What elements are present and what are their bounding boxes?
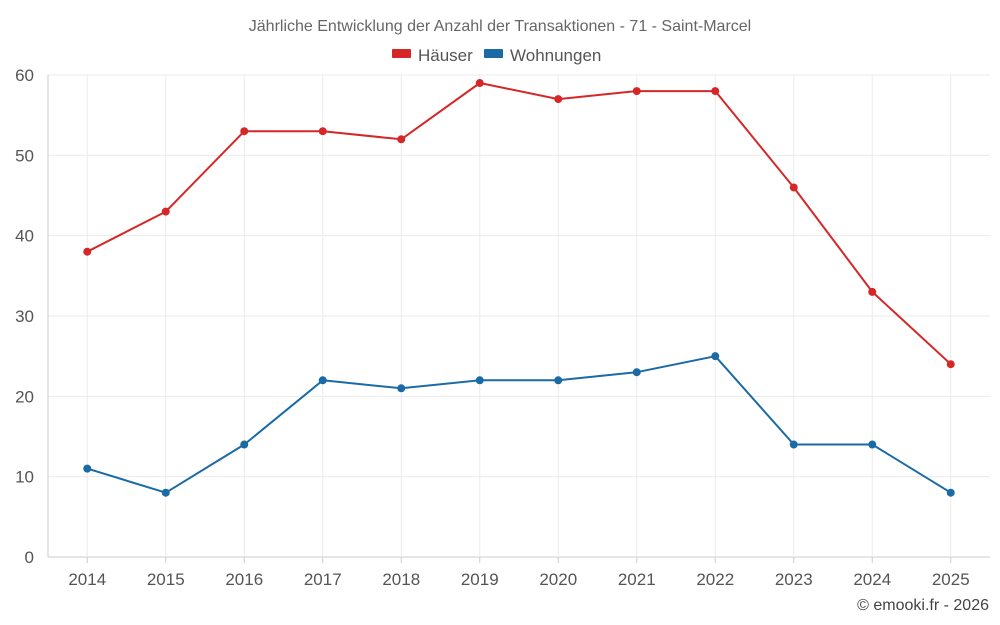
credit-text: © emooki.fr - 2026 — [857, 597, 989, 614]
x-tick-label: 2019 — [461, 570, 499, 589]
x-tick-label: 2020 — [539, 570, 577, 589]
data-point-wohnungen[interactable] — [397, 384, 406, 393]
data-point-haeuser[interactable] — [868, 287, 877, 296]
y-tick-label: 60 — [15, 66, 34, 85]
legend-swatch-wohnungen — [484, 49, 503, 58]
chart-title: Jährliche Entwicklung der Anzahl der Tra… — [249, 18, 751, 35]
x-tick-label: 2016 — [225, 570, 263, 589]
data-point-haeuser[interactable] — [711, 87, 720, 96]
data-point-haeuser[interactable] — [161, 207, 170, 216]
data-point-wohnungen[interactable] — [318, 376, 327, 385]
y-tick-label: 20 — [15, 387, 34, 406]
x-tick-label: 2022 — [696, 570, 734, 589]
legend: Häuser Wohnungen — [392, 46, 601, 65]
data-point-wohnungen[interactable] — [946, 488, 955, 497]
x-tick-label: 2023 — [775, 570, 813, 589]
series-group — [83, 79, 955, 497]
data-point-wohnungen[interactable] — [868, 440, 877, 449]
x-axis-ticks: 2014 2015 2016 2017 2018 2019 2020 2021 2022 2023… — [68, 557, 970, 589]
y-tick-label: 30 — [15, 307, 34, 326]
x-tick-label: 2024 — [853, 570, 891, 589]
series-line-haeuser — [86, 82, 952, 365]
data-point-haeuser[interactable] — [789, 183, 798, 192]
y-tick-label: 40 — [15, 227, 34, 246]
data-point-wohnungen[interactable] — [789, 440, 798, 449]
legend-label-haeuser: Häuser — [418, 46, 473, 65]
data-point-wohnungen[interactable] — [632, 368, 641, 377]
data-point-haeuser[interactable] — [318, 127, 327, 136]
x-tick-label: 2021 — [618, 570, 656, 589]
legend-swatch-haeuser — [392, 49, 411, 58]
data-point-wohnungen[interactable] — [161, 488, 170, 497]
x-tick-label: 2025 — [932, 570, 970, 589]
data-point-haeuser[interactable] — [632, 87, 641, 96]
y-tick-label: 10 — [15, 468, 34, 487]
x-tick-label: 2017 — [304, 570, 342, 589]
grid — [47, 74, 990, 558]
legend-label-wohnungen: Wohnungen — [510, 46, 601, 65]
y-tick-label: 50 — [15, 146, 34, 165]
y-tick-label: 0 — [25, 548, 34, 567]
data-point-wohnungen[interactable] — [711, 352, 720, 361]
data-point-haeuser[interactable] — [554, 95, 563, 104]
data-point-wohnungen[interactable] — [83, 464, 92, 473]
data-point-wohnungen[interactable] — [240, 440, 249, 449]
data-point-haeuser[interactable] — [946, 360, 955, 369]
data-point-haeuser[interactable] — [240, 127, 249, 136]
data-point-haeuser[interactable] — [397, 135, 406, 144]
x-tick-label: 2014 — [68, 570, 106, 589]
data-point-wohnungen[interactable] — [475, 376, 484, 385]
data-point-wohnungen[interactable] — [554, 376, 563, 385]
data-point-haeuser[interactable] — [83, 247, 92, 256]
x-tick-label: 2018 — [382, 570, 420, 589]
data-point-haeuser[interactable] — [475, 79, 484, 88]
series-line-wohnungen — [87, 355, 952, 494]
y-axis-ticks: 0 10 20 30 40 50 60 — [15, 66, 34, 567]
x-tick-label: 2015 — [147, 570, 185, 589]
